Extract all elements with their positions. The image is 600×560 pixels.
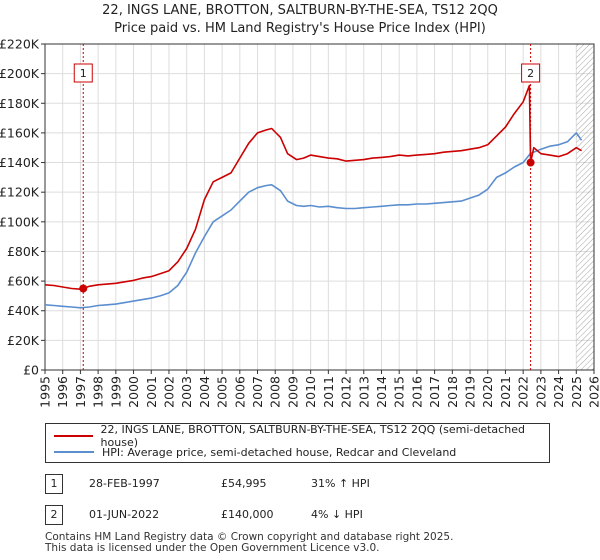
sale-label-box	[521, 63, 541, 83]
x-tick-label: 2024	[551, 376, 566, 408]
y-tick-label: £20K	[7, 333, 40, 348]
y-tick-label: £40K	[7, 303, 40, 318]
x-tick-label: 2011	[321, 376, 336, 408]
x-tick-label: 1999	[108, 376, 123, 408]
legend-label-property: 22, INGS LANE, BROTTON, SALTBURN-BY-THE-…	[100, 423, 525, 449]
series-lines	[44, 84, 583, 309]
x-tick-label: 2002	[161, 376, 176, 408]
x-tick-label: 2019	[463, 376, 478, 408]
x-tick-label: 2025	[569, 376, 584, 408]
grid	[44, 43, 595, 371]
sale-hpi-diff: 4% ↓ HPI	[311, 508, 363, 521]
x-tick-label: 1998	[91, 376, 106, 408]
x-tick-label: 2022	[516, 376, 531, 408]
x-tick-label: 2013	[356, 376, 371, 408]
x-tick-label: 2007	[250, 376, 265, 408]
sale-hpi-diff: 31% ↑ HPI	[311, 477, 370, 490]
sale-price: £140,000	[221, 508, 274, 521]
legend: 22, INGS LANE, BROTTON, SALTBURN-BY-THE-…	[45, 423, 550, 463]
y-tick-label: £200K	[0, 66, 40, 81]
x-tick-label: 2018	[445, 376, 460, 408]
sale-number: 1	[45, 474, 63, 494]
footer-line-1: Contains HM Land Registry data © Crown c…	[45, 531, 454, 543]
y-tick-label: £80K	[7, 244, 40, 259]
x-tick-label: 2015	[392, 376, 407, 408]
x-tick-label: 1995	[38, 376, 53, 408]
y-tick-label: £160K	[0, 125, 40, 140]
sale-row: 2 01-JUN-2022 £140,000 4% ↓ HPI	[45, 505, 565, 525]
x-tick-label: 1997	[73, 376, 88, 408]
x-tick-label: 2010	[303, 376, 318, 408]
chart-title: 22, INGS LANE, BROTTON, SALTBURN-BY-THE-…	[102, 3, 498, 18]
x-tick-label: 2026	[587, 376, 600, 408]
x-tick-label: 2009	[285, 376, 300, 408]
future-hatch	[576, 44, 594, 370]
x-tick-label: 2021	[498, 376, 513, 408]
legend-item-property: 22, INGS LANE, BROTTON, SALTBURN-BY-THE-…	[54, 423, 549, 449]
y-tick-label: £180K	[0, 96, 40, 111]
x-tick-label: 2005	[215, 376, 230, 408]
property-price-line	[44, 84, 582, 290]
sale-label-box	[73, 63, 93, 83]
sale-label: 1	[80, 67, 87, 80]
hpi-line	[44, 132, 583, 309]
legend-swatch-hpi	[54, 451, 94, 453]
sale-point	[526, 158, 535, 167]
future-hatch-area	[576, 44, 594, 370]
x-tick-label: 2014	[374, 376, 389, 408]
x-tick-label: 2000	[126, 376, 141, 408]
sale-price: £54,995	[221, 477, 267, 490]
x-tick-label: 2012	[339, 376, 354, 408]
sale-label: 2	[527, 67, 534, 80]
x-tick-label: 2020	[480, 376, 495, 408]
price-chart: £0 £20K £40K £60K £80K £100K £120K £140K £160K £1…	[0, 37, 600, 408]
sale-row: 1 28-FEB-1997 £54,995 31% ↑ HPI	[45, 474, 565, 494]
chart-subtitle: Price paid vs. HM Land Registry's House …	[114, 21, 486, 36]
x-tick-label: 2006	[232, 376, 247, 408]
y-tick-label: £140K	[0, 155, 40, 170]
x-tick-label: 2016	[409, 376, 424, 408]
x-tick-label: 2023	[533, 376, 548, 408]
y-tick-label: £100K	[0, 214, 40, 229]
chart-title-block: 22, INGS LANE, BROTTON, SALTBURN-BY-THE-…	[0, 2, 600, 38]
axes-frame	[44, 43, 595, 371]
footer-line-2: This data is licensed under the Open Gov…	[45, 542, 380, 554]
sale-date: 01-JUN-2022	[89, 508, 160, 521]
axes: £0 £20K £40K £60K £80K £100K £120K £140K £160K £1…	[0, 37, 600, 408]
x-tick-label: 2004	[197, 376, 212, 408]
y-tick-label: £60K	[7, 274, 40, 289]
legend-label-hpi: HPI: Average price, semi-detached house,…	[102, 445, 457, 459]
x-tick-label: 2008	[268, 376, 283, 408]
y-tick-label: £120K	[0, 185, 40, 200]
y-tick-label: £0	[23, 363, 39, 378]
legend-swatch-property	[54, 435, 93, 437]
x-tick-label: 2003	[179, 376, 194, 408]
x-tick-label: 2017	[427, 376, 442, 408]
sale-date: 28-FEB-1997	[89, 477, 160, 490]
legend-item-hpi: HPI: Average price, semi-detached house,…	[54, 444, 456, 460]
sale-point	[79, 284, 88, 293]
y-tick-label: £220K	[0, 37, 40, 52]
footer: Contains HM Land Registry data © Crown c…	[45, 532, 453, 554]
sale-number: 2	[45, 505, 63, 525]
x-tick-label: 2001	[144, 376, 159, 408]
x-tick-label: 1996	[55, 376, 70, 408]
